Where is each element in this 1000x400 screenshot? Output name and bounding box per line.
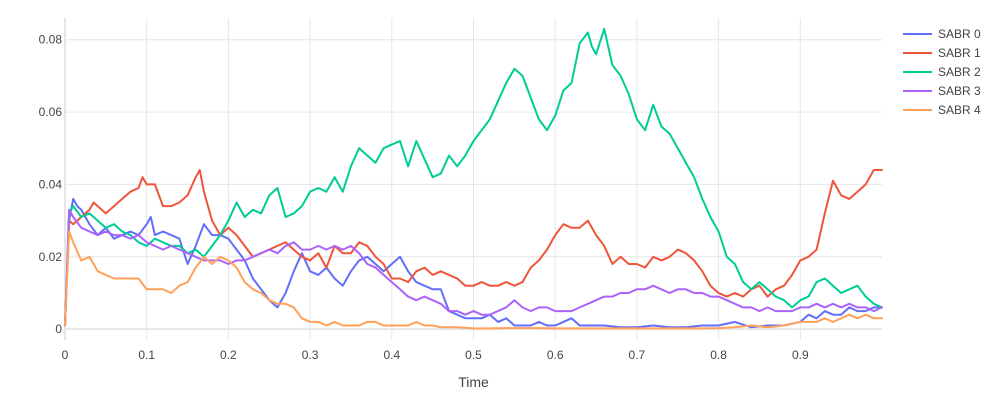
legend-item-sabr-3[interactable]: SABR 3 <box>903 84 981 98</box>
gridlines <box>64 18 882 340</box>
x-tick-label: 0.3 <box>302 348 319 362</box>
legend-label: SABR 3 <box>938 84 981 98</box>
y-tick-label: 0.04 <box>39 177 63 191</box>
legend-label: SABR 2 <box>938 65 981 79</box>
y-tick-label: 0.06 <box>39 105 63 119</box>
series-line-sabr-4[interactable] <box>64 230 883 330</box>
x-tick-label: 0.1 <box>138 348 155 362</box>
legend-label: SABR 1 <box>938 46 981 60</box>
x-tick-label: 0.9 <box>792 348 809 362</box>
legend[interactable]: SABR 0 SABR 1 SABR 2 SABR 3 SABR 4 <box>903 27 981 117</box>
series-line-sabr-2[interactable] <box>64 27 883 327</box>
series-lines <box>64 27 883 330</box>
x-tick-label: 0.6 <box>547 348 564 362</box>
y-tick-label: 0.02 <box>39 250 63 264</box>
series-line-sabr-1[interactable] <box>64 169 883 327</box>
x-tick-label: 0.5 <box>465 348 482 362</box>
legend-item-sabr-1[interactable]: SABR 1 <box>903 46 981 60</box>
x-tick-label: 0.2 <box>220 348 237 362</box>
x-axis-title: Time <box>458 374 489 390</box>
x-tick-label: 0.8 <box>710 348 727 362</box>
x-tick-label: 0 <box>62 348 69 362</box>
y-tick-label: 0 <box>55 322 62 336</box>
y-tick-label: 0.08 <box>39 33 63 47</box>
legend-item-sabr-0[interactable]: SABR 0 <box>903 27 981 41</box>
legend-item-sabr-4[interactable]: SABR 4 <box>903 103 981 117</box>
x-tick-label: 0.7 <box>629 348 646 362</box>
series-line-sabr-3[interactable] <box>64 208 883 327</box>
x-axis-tick-labels: 0 0.1 0.2 0.3 0.4 0.5 0.6 0.7 0.8 0.9 <box>62 348 809 362</box>
y-axis-tick-labels: 0 0.02 0.04 0.06 0.08 <box>39 33 63 336</box>
x-tick-label: 0.4 <box>383 348 400 362</box>
legend-item-sabr-2[interactable]: SABR 2 <box>903 65 981 79</box>
legend-label: SABR 0 <box>938 27 981 41</box>
legend-label: SABR 4 <box>938 103 981 117</box>
